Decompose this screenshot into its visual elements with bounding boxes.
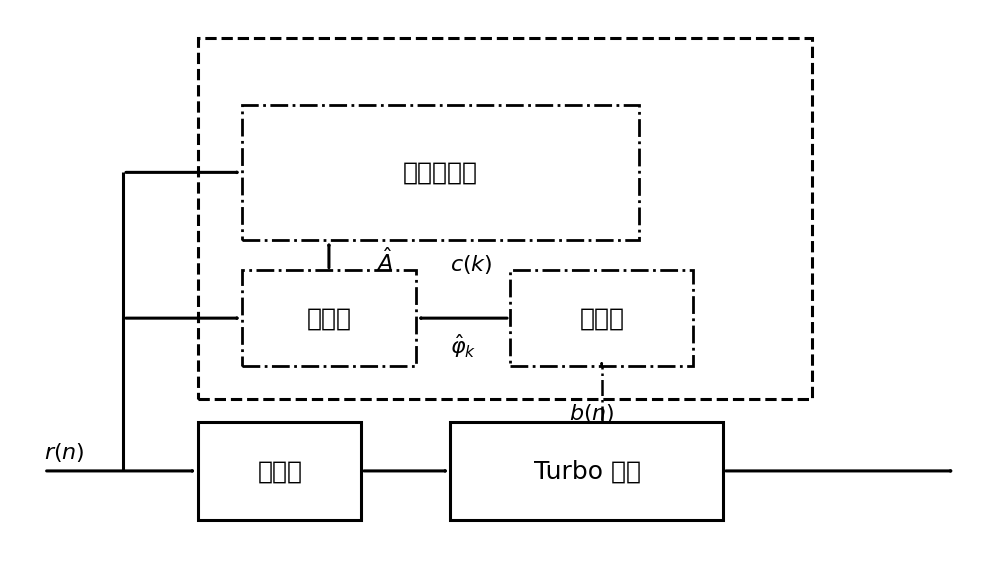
Text: $r(n)$: $r(n)$ [44,441,84,464]
Text: $\hat{\varphi}_k$: $\hat{\varphi}_k$ [450,332,477,360]
Text: Turbo 译码: Turbo 译码 [534,459,641,483]
Bar [450,422,723,520]
Text: $c(k)$: $c(k)$ [450,253,493,277]
Text: $b(n)$: $b(n)$ [569,402,615,425]
Text: 解旋转: 解旋转 [307,306,352,330]
Text: 软解调: 软解调 [257,459,302,483]
Bar [242,105,639,240]
Text: $\hat{A}$: $\hat{A}$ [376,248,393,276]
Text: 再调制: 再调制 [580,306,625,330]
Bar [198,38,812,399]
Bar [242,270,416,366]
Bar [198,422,361,520]
Bar [510,270,693,366]
Text: 信噪比估计: 信噪比估计 [403,160,478,184]
